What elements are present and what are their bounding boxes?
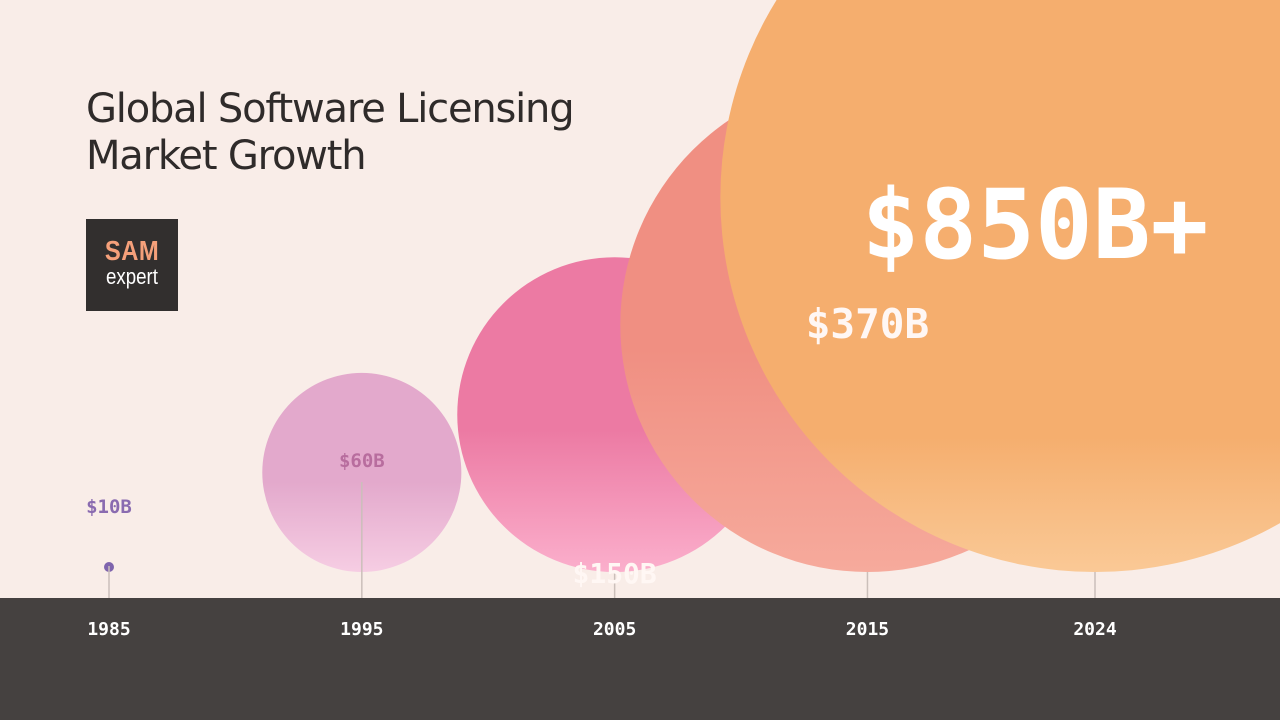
bubble-2024 — [720, 0, 1280, 572]
title-line-2: Market Growth — [86, 133, 367, 179]
value-label-2005: $150B — [572, 557, 656, 590]
value-label-2015: $370B — [806, 300, 929, 348]
year-tick-2024: 2024 — [1073, 619, 1117, 640]
year-tick-2015: 2015 — [846, 619, 889, 640]
title-line-1: Global Software Licensing — [86, 86, 575, 132]
year-tick-1995: 1995 — [340, 619, 383, 640]
year-tick-2005: 2005 — [593, 619, 636, 640]
sam-expert-logo: SAM expert — [86, 219, 178, 311]
value-label-1995: $60B — [339, 450, 385, 472]
logo-text-expert: expert — [106, 264, 158, 289]
year-tick-1985: 1985 — [87, 619, 130, 640]
axis-band — [0, 598, 1280, 720]
value-label-2024: $850B+ — [862, 169, 1209, 281]
value-label-1985: $10B — [86, 496, 132, 518]
logo-text-sam: SAM — [104, 235, 160, 266]
chart-title: Global Software Licensing Market Growth — [86, 86, 575, 180]
bubble-1995 — [262, 372, 462, 572]
